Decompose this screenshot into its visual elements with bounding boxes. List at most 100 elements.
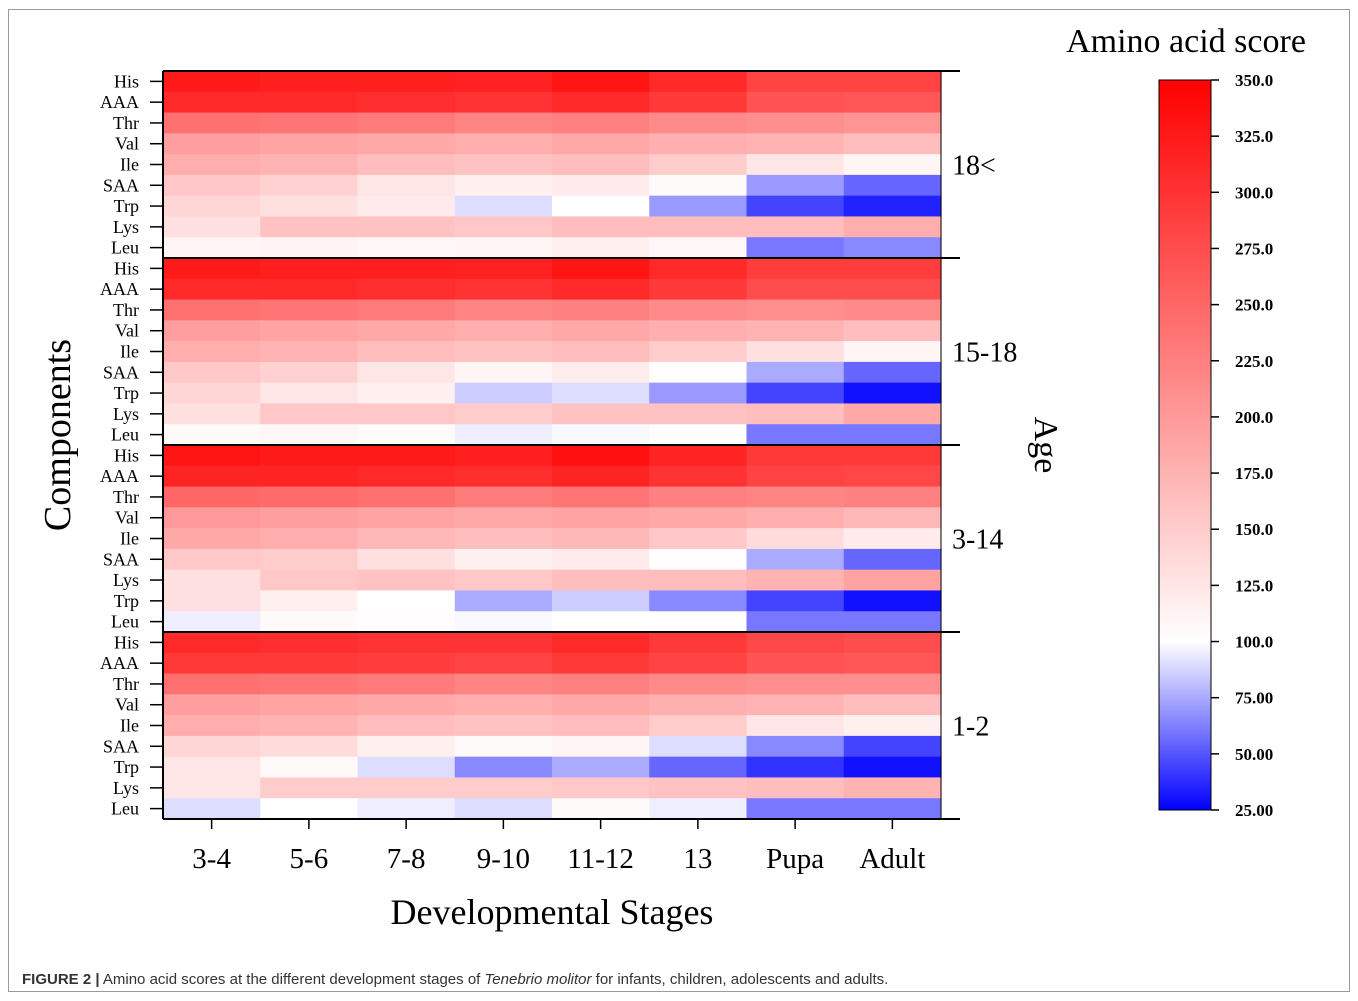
- heatmap-cell: [357, 278, 456, 301]
- heatmap-cell: [260, 756, 359, 779]
- heatmap-cell: [843, 112, 942, 134]
- colorbar-title: Amino acid score: [1066, 23, 1306, 60]
- heatmap-cell: [649, 112, 748, 134]
- heatmap-cell: [746, 777, 845, 799]
- heatmap-cell: [357, 548, 456, 571]
- heatmap-cell: [746, 71, 845, 93]
- colorbar-tick-label: 25.00: [1235, 801, 1273, 820]
- heatmap-cell: [454, 133, 553, 155]
- heatmap-cell: [843, 258, 942, 280]
- heatmap-cell: [357, 465, 456, 488]
- colorbar-tick-label: 125.0: [1235, 576, 1273, 595]
- colorbar: [1158, 79, 1219, 811]
- y-tick-label: Thr: [113, 674, 139, 694]
- heatmap-cell: [746, 320, 845, 342]
- heatmap-cell: [649, 673, 748, 695]
- heatmap-cell: [260, 154, 359, 176]
- heatmap-cell: [746, 174, 845, 197]
- x-tick-label: 9-10: [477, 843, 530, 875]
- heatmap-cell: [260, 133, 359, 155]
- y-tick-label: Lys: [113, 217, 139, 237]
- colorbar-tick-label: 175.0: [1235, 464, 1273, 483]
- y-tick-label: His: [114, 71, 139, 91]
- heatmap-cell: [454, 341, 553, 363]
- heatmap-cell: [357, 382, 456, 405]
- heatmap-cell: [260, 465, 359, 488]
- heatmap-cell: [163, 673, 261, 695]
- heatmap-cell: [843, 528, 942, 550]
- heatmap-cell: [649, 569, 748, 592]
- heatmap-cell: [843, 715, 942, 737]
- heatmap-cell: [552, 382, 650, 405]
- heatmap-cell: [649, 548, 748, 571]
- heatmap-cell: [649, 195, 748, 218]
- heatmap-cell: [357, 216, 456, 238]
- heatmap-cell: [649, 403, 748, 425]
- heatmap-cell: [843, 777, 942, 799]
- heatmap-cell: [357, 112, 456, 134]
- heatmap-cell: [649, 465, 748, 488]
- x-tick-label: Pupa: [766, 843, 824, 875]
- colorbar-tick-label: 225.0: [1235, 352, 1273, 371]
- heatmap-cell: [746, 133, 845, 155]
- heatmap-cell: [163, 632, 261, 654]
- heatmap-cell: [260, 299, 359, 321]
- y-tick-label: Leu: [111, 425, 139, 445]
- heatmap-cell: [843, 341, 942, 363]
- heatmap-cell: [649, 611, 748, 633]
- heatmap-cell: [357, 341, 456, 363]
- heatmap-cell: [454, 465, 553, 488]
- heatmap-cell: [163, 507, 261, 529]
- heatmap-cell: [649, 798, 748, 820]
- heatmap-cell: [454, 320, 553, 342]
- y-tick-label: Ile: [120, 529, 139, 549]
- heatmap-cell: [552, 611, 650, 633]
- heatmap-cell: [746, 91, 845, 114]
- heatmap-cell: [163, 71, 261, 93]
- heatmap-cell: [843, 465, 942, 488]
- heatmap-cell: [843, 278, 942, 301]
- heatmap-cell: [843, 216, 942, 238]
- age-group-label: 1-2: [952, 712, 989, 743]
- heatmap-cell: [843, 154, 942, 176]
- heatmap-cell: [649, 382, 748, 405]
- heatmap-cell: [357, 735, 456, 758]
- heatmap-cell: [843, 632, 942, 654]
- heatmap-cell: [454, 216, 553, 238]
- heatmap-cell: [746, 652, 845, 675]
- heatmap-cell: [843, 445, 942, 467]
- y-tick-label: Val: [115, 695, 139, 715]
- heatmap-cell: [163, 611, 261, 633]
- heatmap-cell: [552, 673, 650, 695]
- heatmap-cell: [746, 569, 845, 592]
- heatmap-cell: [454, 195, 553, 218]
- heatmap-cell: [746, 798, 845, 820]
- heatmap-cell: [843, 361, 942, 384]
- heatmap-cell: [454, 611, 553, 633]
- colorbar-tick-label: 100.0: [1235, 633, 1273, 652]
- heatmap-cell: [843, 798, 942, 820]
- heatmap-cell: [454, 174, 553, 197]
- heatmap-cell: [163, 735, 261, 758]
- y-tick-label: His: [114, 258, 139, 278]
- heatmap-cell: [163, 154, 261, 176]
- heatmap-labels: HisAAAThrValIleSAATrpLysLeu18<HisAAAThrV…: [37, 23, 1306, 932]
- heatmap-cell: [357, 798, 456, 820]
- heatmap-cell: [843, 735, 942, 758]
- heatmap-cell: [746, 299, 845, 321]
- heatmap-cell: [260, 611, 359, 633]
- heatmap-cell: [357, 91, 456, 114]
- heatmap-cell: [649, 237, 748, 259]
- heatmap-cell: [649, 756, 748, 779]
- heatmap-cell: [260, 694, 359, 716]
- heatmap-cell: [163, 652, 261, 675]
- heatmap-cell: [163, 174, 261, 197]
- heatmap-cell: [357, 445, 456, 467]
- heatmap-cell: [649, 632, 748, 654]
- x-tick-label: 3-4: [192, 843, 231, 875]
- heatmap-cell: [163, 341, 261, 363]
- caption-label: FIGURE 2 |: [22, 971, 100, 988]
- heatmap-cell: [552, 237, 650, 259]
- heatmap-cell: [746, 341, 845, 363]
- heatmap-cell: [649, 424, 748, 446]
